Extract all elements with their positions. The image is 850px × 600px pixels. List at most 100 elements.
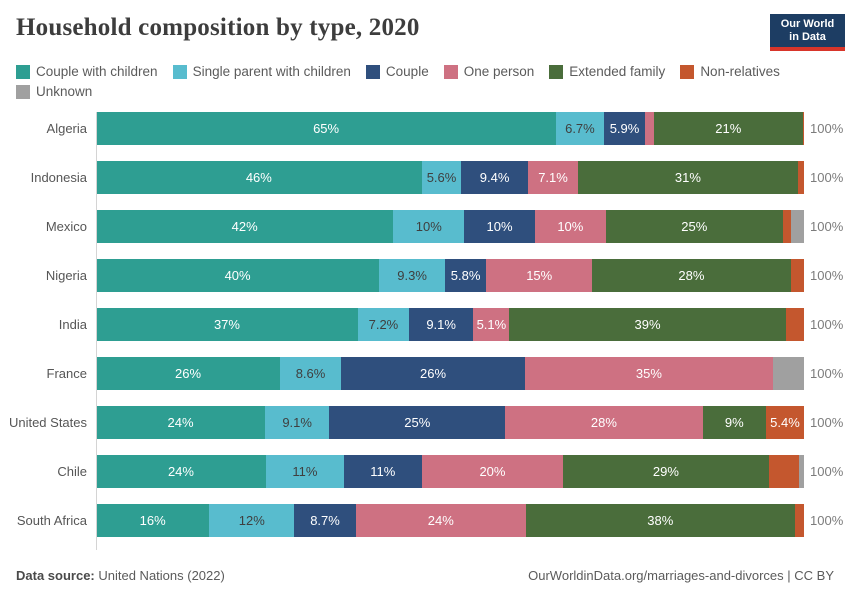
bar-segment-extended-family[interactable]: 39% [509, 308, 786, 341]
segment-value-label: 46% [245, 170, 272, 185]
stacked-bar: 26% 8.6% 26% 35% [96, 357, 804, 390]
table-row: Algeria 65% 6.7% 5.9% 21% 100% [0, 112, 850, 145]
country-label: Chile [57, 464, 87, 479]
stacked-bar: 42% 10% 10% 10% 25% [96, 210, 804, 243]
row-total-label: 100% [810, 317, 844, 332]
segment-value-label: 29% [652, 464, 679, 479]
bar-segment-one-person[interactable] [645, 112, 654, 145]
bar-segment-single-parent-with-children[interactable]: 11% [265, 455, 344, 488]
segment-value-label: 9.1% [282, 415, 312, 430]
stacked-bar: 16% 12% 8.7% 24% 38% [96, 504, 804, 537]
bar-segment-extended-family[interactable]: 25% [605, 210, 783, 243]
segment-value-label: 11% [370, 464, 396, 479]
segment-value-label: 28% [678, 268, 705, 283]
bar-segment-unknown[interactable] [790, 210, 804, 243]
segment-value-label: 11% [292, 464, 318, 479]
attribution-link[interactable]: OurWorldinData.org/marriages-and-divorce… [528, 568, 834, 583]
segment-value-label: 21% [715, 121, 742, 136]
country-label: South Africa [16, 513, 87, 528]
segment-value-label: 25% [404, 415, 431, 430]
bar-segment-single-parent-with-children[interactable]: 9.3% [379, 259, 446, 292]
bar-segment-couple-with-children[interactable]: 24% [96, 455, 266, 488]
bar-segment-couple-with-children[interactable]: 42% [96, 210, 394, 243]
bar-segment-couple[interactable]: 10% [464, 210, 535, 243]
legend-swatch-icon [680, 64, 695, 79]
legend-item-couple-with-children[interactable]: Couple with children [16, 64, 158, 79]
bar-segment-one-person[interactable]: 24% [355, 504, 526, 537]
bar-segment-one-person[interactable]: 15% [486, 259, 593, 292]
segment-value-label: 5.1% [476, 317, 507, 332]
bar-segment-couple[interactable]: 8.7% [294, 504, 356, 537]
bar-segment-non-relatives[interactable] [790, 259, 804, 292]
bar-segment-couple-with-children[interactable]: 24% [96, 406, 266, 439]
row-total-label: 100% [810, 170, 844, 185]
bar-segment-couple-with-children[interactable]: 65% [96, 112, 557, 145]
bar-segment-couple[interactable]: 9.4% [461, 161, 528, 194]
bar-segment-non-relatives[interactable] [768, 455, 800, 488]
bar-segment-extended-family[interactable]: 38% [525, 504, 795, 537]
segment-value-label: 65% [313, 121, 340, 136]
bar-segment-single-parent-with-children[interactable]: 5.6% [421, 161, 462, 194]
legend-item-extended-family[interactable]: Extended family [549, 64, 665, 79]
legend-swatch-icon [365, 64, 380, 79]
bar-segment-non-relatives[interactable] [782, 210, 791, 243]
bar-segment-single-parent-with-children[interactable]: 10% [393, 210, 465, 243]
bar-segment-couple-with-children[interactable]: 16% [96, 504, 210, 537]
bar-segment-couple[interactable]: 9.1% [408, 308, 474, 341]
bar-segment-couple[interactable]: 26% [340, 357, 526, 390]
legend-swatch-icon [549, 64, 564, 79]
legend-item-non-relatives[interactable]: Non-relatives [680, 64, 780, 79]
segment-value-label: 12% [238, 513, 265, 528]
bar-segment-extended-family[interactable]: 29% [563, 455, 769, 488]
bar-segment-extended-family[interactable]: 21% [653, 112, 803, 145]
bar-segment-couple-with-children[interactable]: 37% [96, 308, 358, 341]
segment-value-label: 31% [674, 170, 701, 185]
bar-segment-couple-with-children[interactable]: 46% [96, 161, 422, 194]
bar-segment-non-relatives[interactable]: 5.4% [765, 406, 804, 439]
bar-segment-single-parent-with-children[interactable]: 9.1% [265, 406, 330, 439]
legend-item-unknown[interactable]: Unknown [16, 84, 92, 99]
segment-value-label: 35% [635, 366, 662, 381]
bar-segment-unknown[interactable] [799, 455, 804, 488]
bar-segment-single-parent-with-children[interactable]: 12% [209, 504, 295, 537]
bar-segment-extended-family[interactable]: 9% [702, 406, 766, 439]
owid-logo[interactable]: Our World in Data [770, 14, 845, 51]
legend-item-single-parent-with-children[interactable]: Single parent with children [172, 64, 351, 79]
segment-value-label: 8.6% [295, 366, 326, 381]
bar-segment-couple-with-children[interactable]: 26% [96, 357, 281, 390]
segment-value-label: 9.3% [397, 268, 427, 283]
segment-value-label: 7.1% [538, 170, 568, 185]
bar-segment-one-person[interactable]: 7.1% [527, 161, 579, 194]
country-label: United States [8, 415, 87, 430]
legend-item-couple[interactable]: Couple [365, 64, 429, 79]
bar-segment-one-person[interactable]: 35% [525, 357, 773, 390]
bar-segment-unknown[interactable] [772, 357, 804, 390]
bar-segment-extended-family[interactable]: 31% [578, 161, 798, 194]
bar-segment-couple[interactable]: 11% [343, 455, 422, 488]
bar-segment-non-relatives[interactable] [802, 112, 804, 145]
segment-value-label: 6.7% [565, 121, 595, 136]
bar-segment-non-relatives[interactable] [797, 161, 804, 194]
bar-segment-couple-with-children[interactable]: 40% [96, 259, 380, 292]
segment-value-label: 38% [647, 513, 674, 528]
bar-segment-couple[interactable]: 5.9% [603, 112, 646, 145]
bar-segment-non-relatives[interactable] [785, 308, 804, 341]
bar-segment-single-parent-with-children[interactable]: 7.2% [357, 308, 409, 341]
legend-item-one-person[interactable]: One person [443, 64, 534, 79]
bar-segment-one-person[interactable]: 5.1% [473, 308, 510, 341]
footer: Data source: United Nations (2022) OurWo… [16, 568, 834, 583]
owid-logo-line2: in Data [789, 30, 826, 43]
bar-segment-one-person[interactable]: 20% [421, 455, 564, 488]
bar-segment-one-person[interactable]: 10% [534, 210, 606, 243]
bar-segment-single-parent-with-children[interactable]: 8.6% [280, 357, 341, 390]
bar-segment-extended-family[interactable]: 28% [592, 259, 791, 292]
bar-segment-one-person[interactable]: 28% [505, 406, 703, 439]
legend-label: Couple with children [36, 64, 158, 79]
bar-segment-couple[interactable]: 5.8% [445, 259, 487, 292]
country-label: Indonesia [30, 170, 87, 185]
data-source-prefix: Data source: [16, 568, 95, 583]
bar-segment-couple[interactable]: 25% [329, 406, 506, 439]
bar-segment-single-parent-with-children[interactable]: 6.7% [556, 112, 604, 145]
bar-segment-non-relatives[interactable] [794, 504, 804, 537]
